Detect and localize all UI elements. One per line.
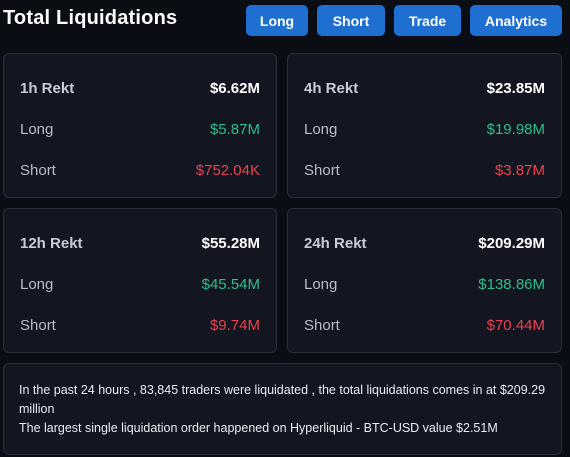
long-value: $19.98M xyxy=(486,120,545,138)
summary-line-traders: In the past 24 hours , 83,845 traders we… xyxy=(19,383,546,416)
card-24h-rekt: 24h Rekt $209.29M Long $138.86M Short $7… xyxy=(287,208,562,353)
short-row: Short $752.04K xyxy=(20,160,260,180)
card-1h-rekt: 1h Rekt $6.62M Long $5.87M Short $752.04… xyxy=(3,53,277,198)
short-value: $3.87M xyxy=(494,161,545,179)
total-row: 24h Rekt $209.29M xyxy=(304,233,545,253)
total-value: $23.85M xyxy=(486,79,545,97)
short-value: $70.44M xyxy=(486,316,545,334)
period-label: 1h Rekt xyxy=(20,79,75,97)
analytics-button[interactable]: Analytics xyxy=(470,5,562,36)
trade-button[interactable]: Trade xyxy=(394,5,461,36)
short-button[interactable]: Short xyxy=(317,5,385,36)
long-value: $45.54M xyxy=(201,275,260,293)
summary-box: In the past 24 hours , 83,845 traders we… xyxy=(3,363,562,455)
long-button[interactable]: Long xyxy=(246,5,308,36)
long-label: Long xyxy=(304,120,338,138)
long-label: Long xyxy=(20,120,54,138)
card-12h-rekt: 12h Rekt $55.28M Long $45.54M Short $9.7… xyxy=(3,208,277,353)
short-label: Short xyxy=(20,316,56,334)
short-value: $9.74M xyxy=(209,316,260,334)
page-title: Total Liquidations xyxy=(3,7,178,29)
short-row: Short $9.74M xyxy=(20,315,260,335)
period-label: 12h Rekt xyxy=(20,234,83,252)
total-value: $6.62M xyxy=(209,79,260,97)
total-row: 12h Rekt $55.28M xyxy=(20,233,260,253)
short-label: Short xyxy=(304,161,340,179)
total-row: 1h Rekt $6.62M xyxy=(20,78,260,98)
long-row: Long $19.98M xyxy=(304,119,545,139)
short-label: Short xyxy=(304,316,340,334)
long-label: Long xyxy=(304,275,338,293)
short-row: Short $70.44M xyxy=(304,315,545,335)
total-value: $209.29M xyxy=(478,234,545,252)
total-row: 4h Rekt $23.85M xyxy=(304,78,545,98)
filter-button-group: Long Short Trade Analytics xyxy=(246,5,562,36)
long-value: $5.87M xyxy=(209,120,260,138)
long-label: Long xyxy=(20,275,54,293)
long-row: Long $45.54M xyxy=(20,274,260,294)
period-label: 24h Rekt xyxy=(304,234,367,252)
long-value: $138.86M xyxy=(478,275,545,293)
summary-line-largest-order: The largest single liquidation order hap… xyxy=(19,421,498,435)
short-value: $752.04K xyxy=(195,161,260,179)
short-row: Short $3.87M xyxy=(304,160,545,180)
header: Total Liquidations Long Short Trade Anal… xyxy=(0,0,570,42)
total-value: $55.28M xyxy=(201,234,260,252)
long-row: Long $5.87M xyxy=(20,119,260,139)
long-row: Long $138.86M xyxy=(304,274,545,294)
period-label: 4h Rekt xyxy=(304,79,359,97)
card-4h-rekt: 4h Rekt $23.85M Long $19.98M Short $3.87… xyxy=(287,53,562,198)
short-label: Short xyxy=(20,161,56,179)
